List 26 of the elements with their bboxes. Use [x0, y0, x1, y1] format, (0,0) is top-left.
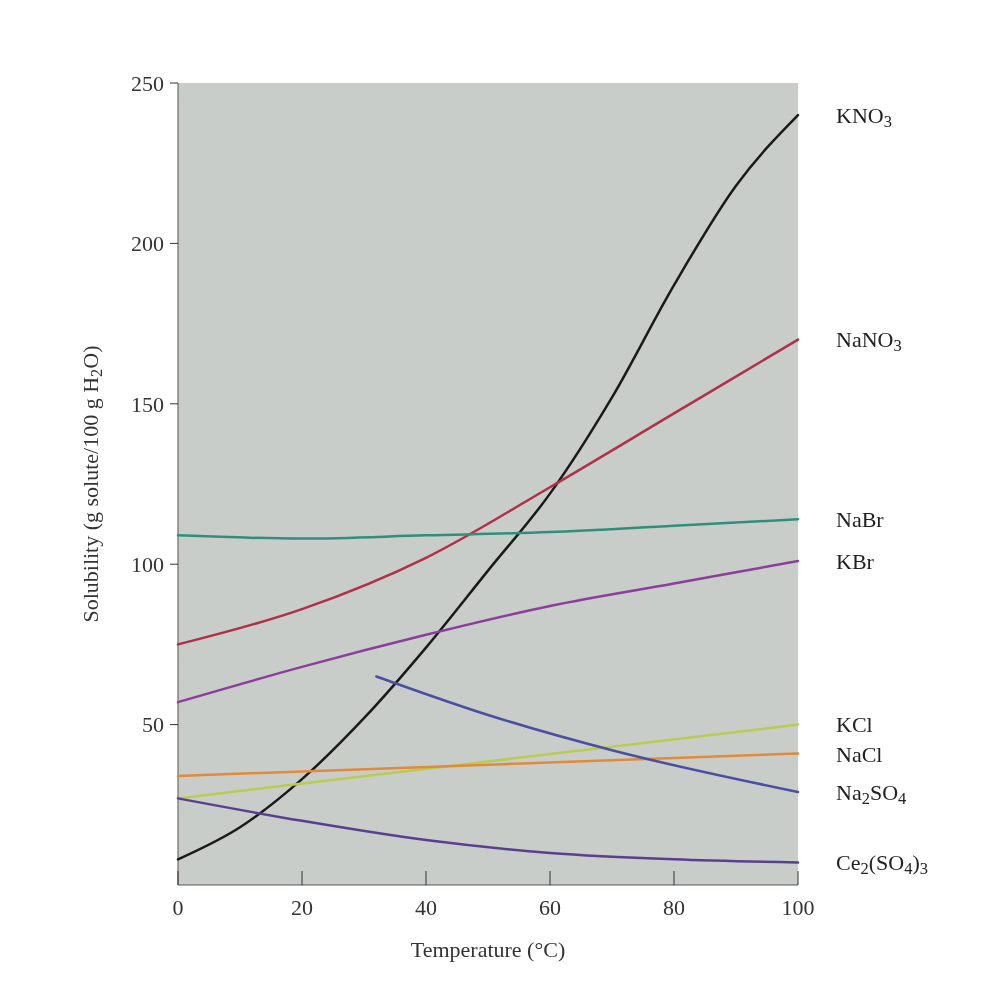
line-series: [176, 797, 800, 864]
line-series: [176, 113, 800, 861]
y-tick-label: 200: [131, 231, 164, 257]
x-tick-label: 20: [291, 895, 313, 920]
series-label: NaCl: [836, 742, 883, 768]
y-tick-label: 50: [142, 712, 164, 738]
y-tick-label: 150: [131, 391, 164, 417]
y-tick-label: 250: [131, 70, 164, 96]
line-series: [176, 559, 800, 704]
series-label: KBr: [836, 548, 875, 574]
series-label: KNO$_{3}$: [836, 102, 892, 132]
line-series: [176, 518, 800, 540]
x-tick-label: 40: [415, 895, 437, 920]
x-tick-label: 80: [663, 895, 685, 920]
line-series: [375, 675, 800, 794]
x-tick-label: 0: [172, 895, 184, 920]
series-label: NaBr: [836, 506, 885, 532]
x-axis-title: Temperature (°C): [410, 937, 566, 962]
x-tick-label: 100: [781, 895, 815, 920]
x-tick-label: 60: [539, 895, 561, 920]
series-label: Na$_{2}$SO$_{4}$: [836, 779, 907, 808]
y-tick-label: 100: [131, 551, 164, 577]
series-label: Ce$_{2}$(SO$_{4}$)$_{3}$: [836, 850, 928, 879]
line-series: [176, 338, 800, 646]
series-label: KCl: [836, 712, 873, 738]
series-label: NaNO$_{3}$: [836, 327, 902, 356]
